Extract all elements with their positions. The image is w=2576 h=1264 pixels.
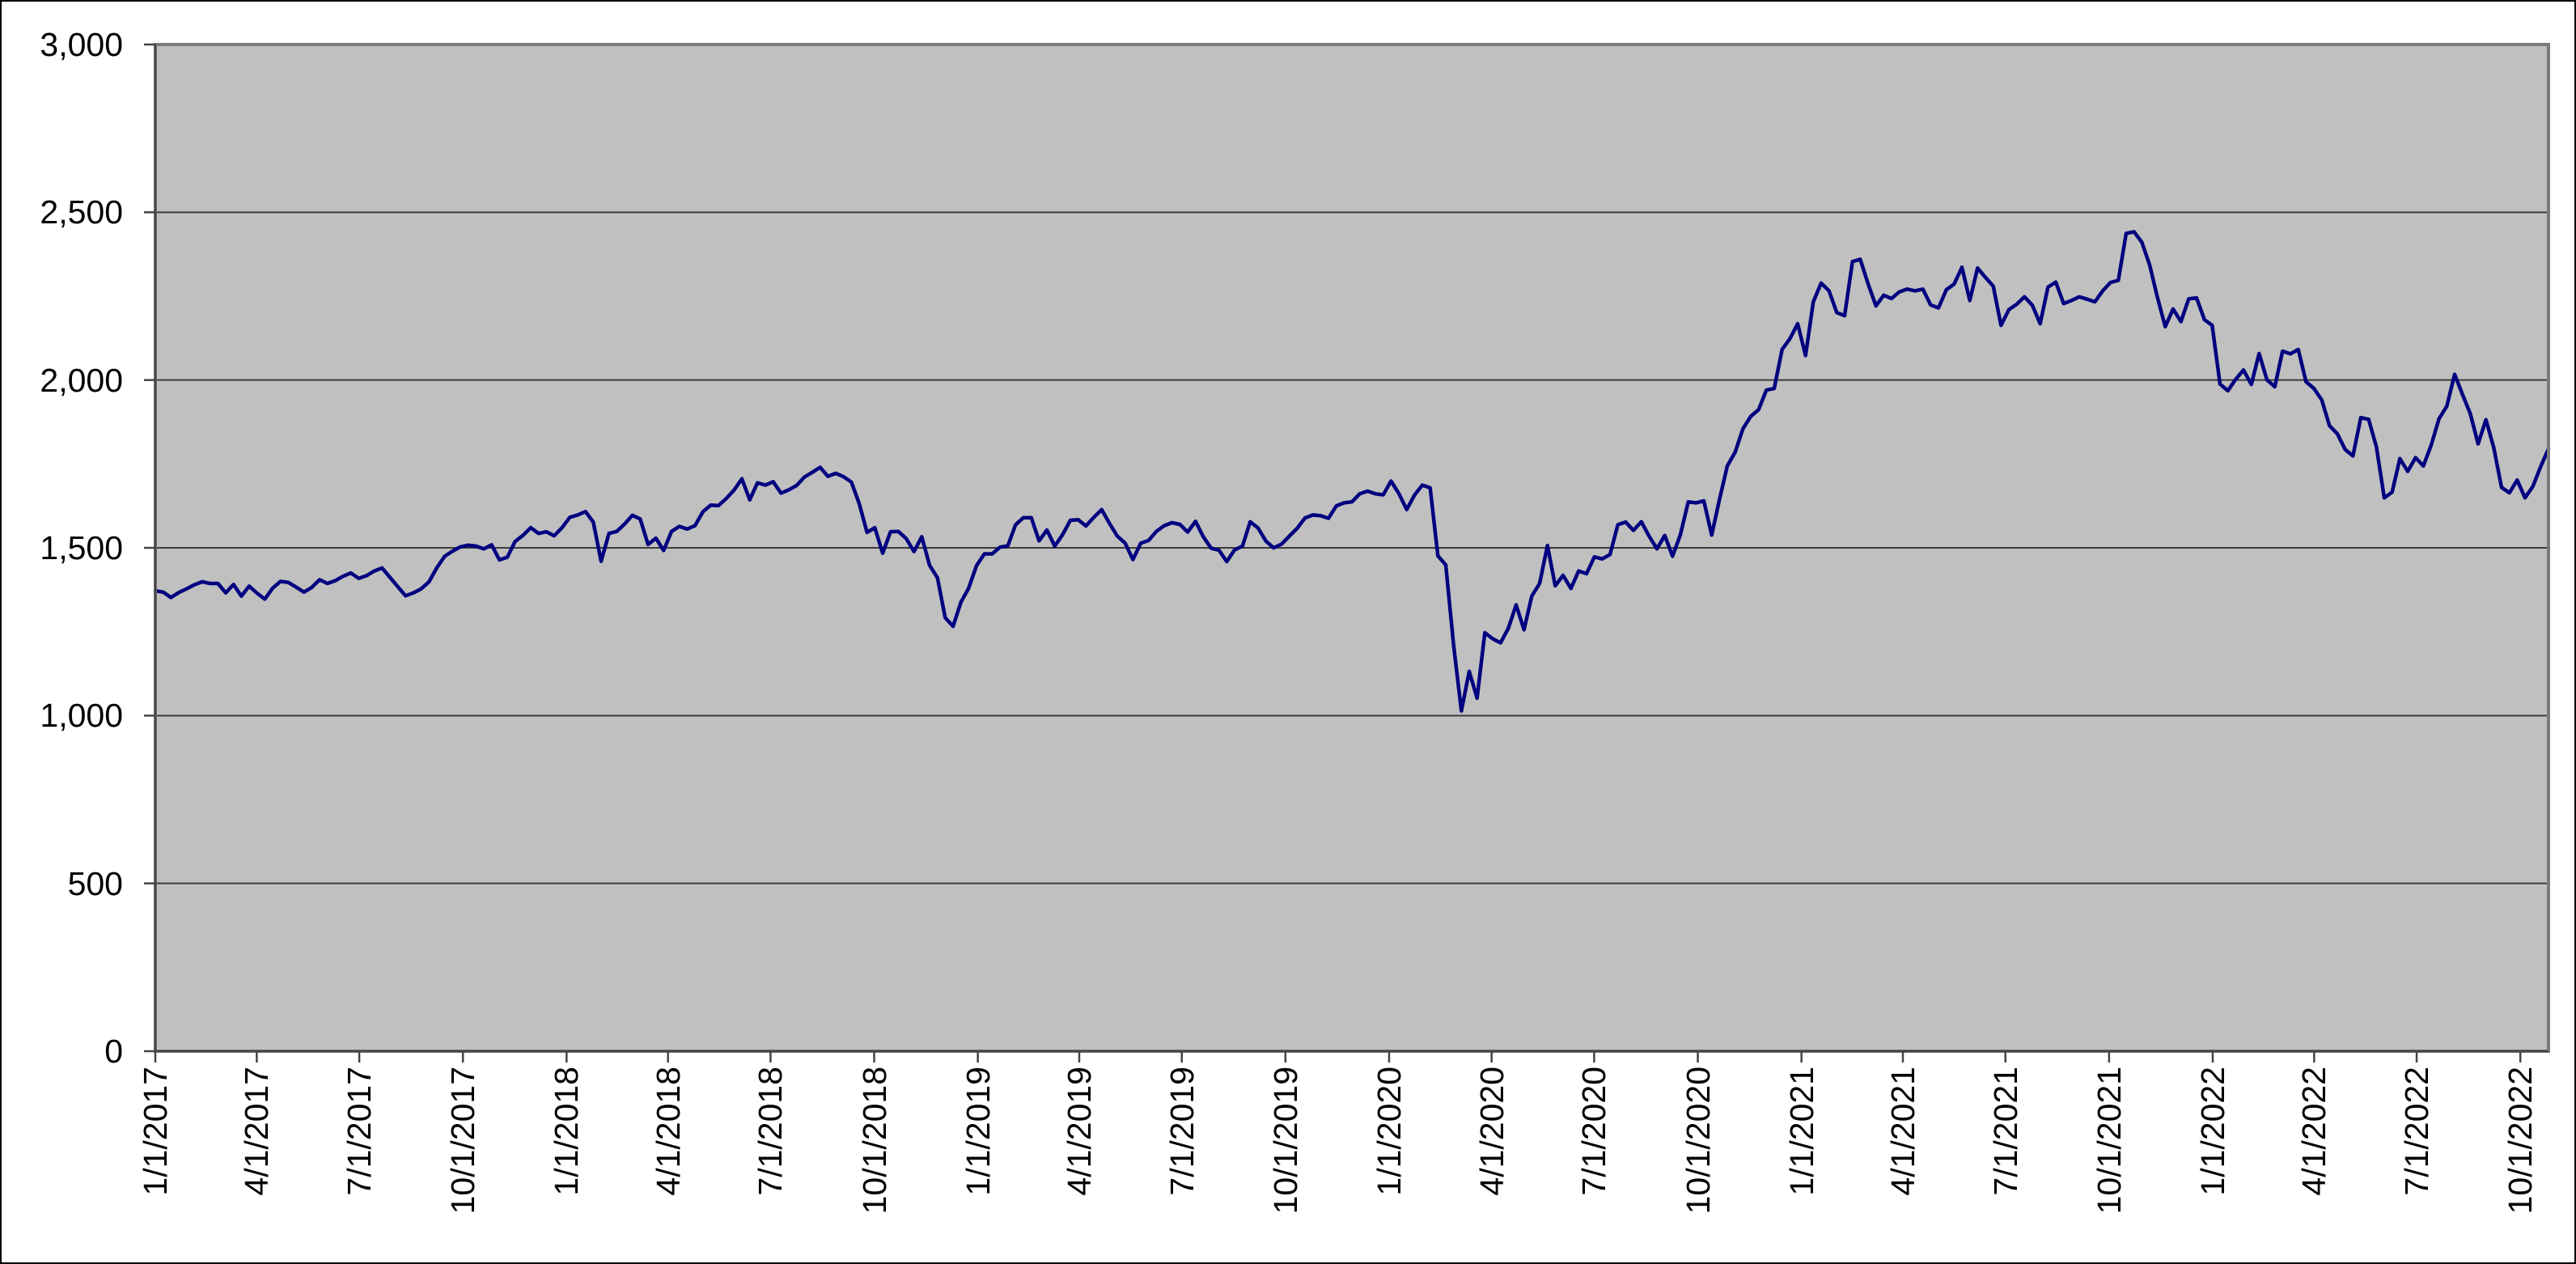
- x-axis-label: 1/1/2022: [2193, 1067, 2231, 1196]
- x-axis-label: 7/1/2019: [1163, 1067, 1201, 1196]
- x-axis-label: 10/1/2022: [2502, 1067, 2540, 1215]
- x-axis-label: 10/1/2020: [1679, 1067, 1717, 1215]
- series-line: [153, 230, 2551, 713]
- x-axis-label: 10/1/2017: [444, 1067, 482, 1215]
- x-axis-label: 1/1/2020: [1370, 1067, 1408, 1196]
- x-axis-label: 10/1/2021: [2090, 1067, 2128, 1215]
- x-axis-label: 7/1/2020: [1575, 1067, 1613, 1196]
- x-axis-label: 4/1/2017: [238, 1067, 276, 1196]
- x-axis-label: 7/1/2022: [2398, 1067, 2436, 1196]
- x-axis-label: 1/1/2017: [137, 1067, 174, 1196]
- x-axis-label: 4/1/2020: [1472, 1067, 1510, 1196]
- x-axis-label: 7/1/2018: [752, 1067, 790, 1196]
- x-axis-label: 1/1/2018: [548, 1067, 586, 1196]
- x-axis-label: 4/1/2018: [649, 1067, 687, 1196]
- y-axis-label: 0: [104, 1033, 123, 1070]
- x-axis-label: 4/1/2021: [1884, 1067, 1921, 1196]
- x-axis-label: 1/1/2021: [1782, 1067, 1820, 1196]
- x-axis-label: 7/1/2021: [1986, 1067, 2024, 1196]
- x-axis-label: 4/1/2022: [2295, 1067, 2333, 1196]
- x-axis-label: 10/1/2018: [855, 1067, 893, 1215]
- y-axis-label: 2,000: [40, 361, 123, 399]
- y-axis-label: 500: [67, 864, 123, 902]
- y-axis-label: 1,000: [40, 697, 123, 735]
- y-axis-label: 2,500: [40, 193, 123, 231]
- x-axis-label: 10/1/2019: [1266, 1067, 1304, 1215]
- y-axis-label: 1,500: [40, 529, 123, 566]
- y-axis-label: 3,000: [40, 26, 123, 63]
- x-axis-label: 4/1/2019: [1060, 1067, 1098, 1196]
- x-axis-label: 1/1/2019: [959, 1067, 997, 1196]
- x-axis-label: 7/1/2017: [341, 1067, 379, 1196]
